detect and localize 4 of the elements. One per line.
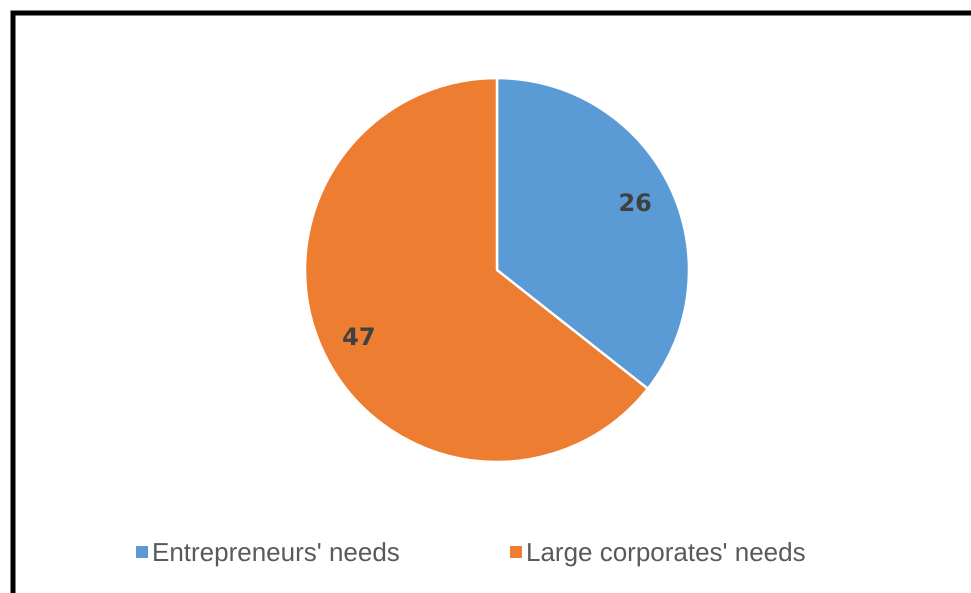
data-label: 47 [342,323,376,352]
legend-label: Large corporates' needs [526,537,806,567]
data-label: 26 [618,188,652,217]
legend-label: Entrepreneurs' needs [152,537,400,567]
